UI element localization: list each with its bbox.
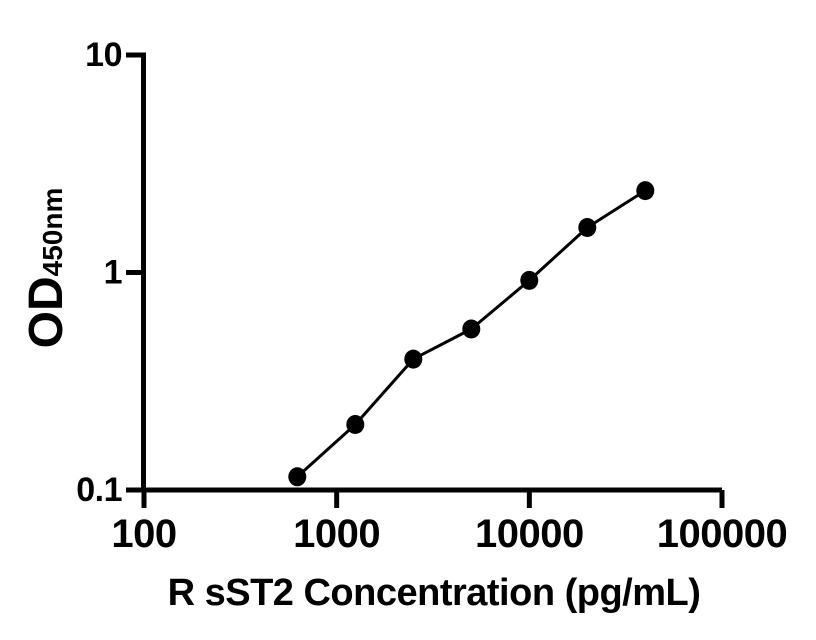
x-tick-label: 100000 [657, 512, 787, 556]
data-point [404, 349, 423, 369]
data-point [462, 319, 481, 339]
y-axis-title-sub: 450nm [37, 188, 68, 277]
x-tick-label: 10000 [475, 512, 584, 556]
x-axis-title: R sST2 Concentration (pg/mL) [168, 572, 701, 614]
y-tick-label: 10 [85, 36, 122, 74]
data-points [288, 181, 655, 487]
y-axis-ticks: 0.1 1 10 [76, 36, 146, 509]
y-tick-label: 0.1 [76, 471, 122, 509]
y-axis-title-main: OD [20, 276, 73, 348]
x-tick-label: 100 [111, 512, 176, 556]
data-point [346, 415, 365, 434]
x-axis-ticks: 100 1000 10000 100000 [111, 490, 788, 556]
y-tick-label: 1 [104, 254, 122, 292]
data-point [578, 218, 597, 237]
y-axis-title: OD450nm [20, 188, 73, 349]
x-tick-label: 1000 [293, 512, 380, 556]
data-point [520, 270, 539, 290]
data-point [636, 181, 655, 201]
data-point [288, 467, 307, 487]
